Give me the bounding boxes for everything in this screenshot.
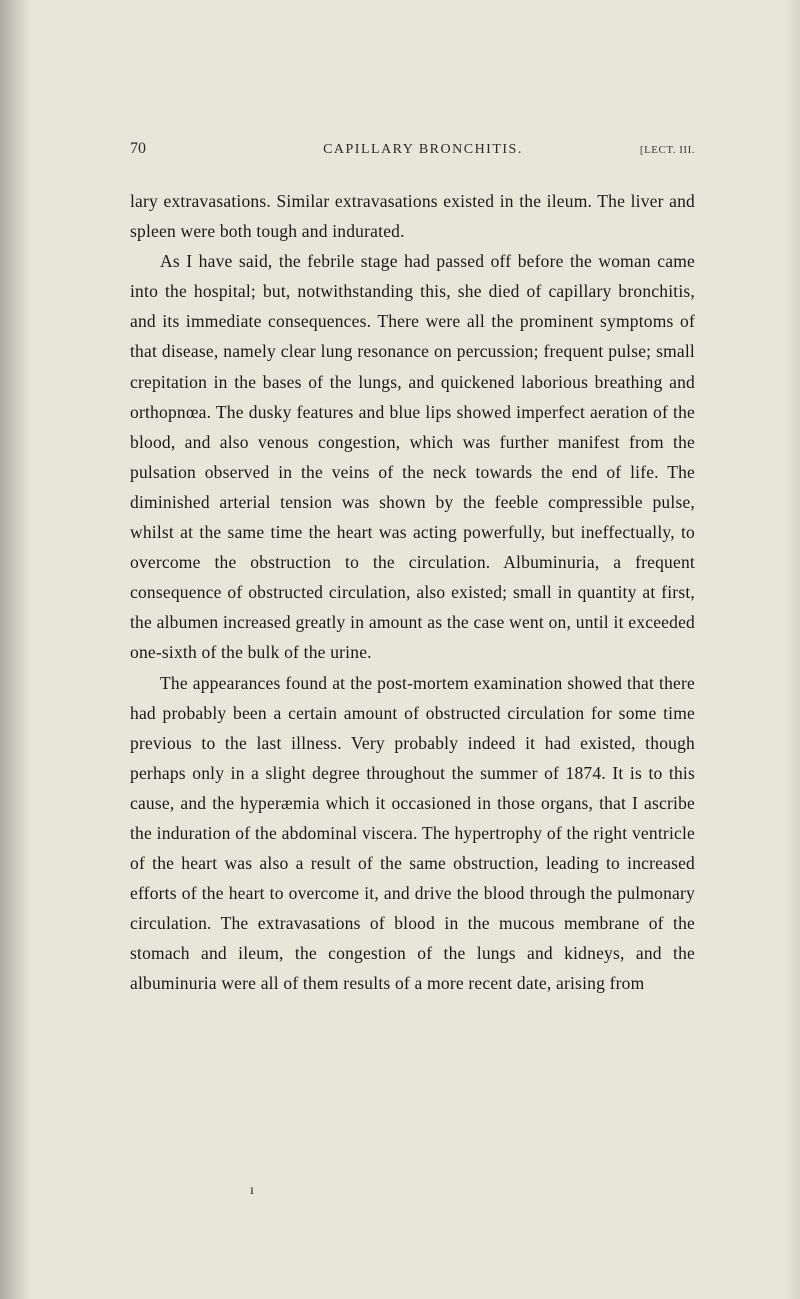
page-content: 70 CAPILLARY BRONCHITIS. [LECT. III. lar… [0, 0, 800, 1299]
tick-mark: ı [250, 1183, 254, 1199]
page-title: CAPILLARY BRONCHITIS. [146, 142, 640, 158]
page-header: 70 CAPILLARY BRONCHITIS. [LECT. III. [130, 140, 695, 158]
page-number: 70 [130, 140, 146, 158]
paragraph-3: The appearances found at the post-mortem… [130, 668, 695, 999]
paragraph-2: As I have said, the febrile stage had pa… [130, 246, 695, 667]
paragraph-1: lary extravasations. Similar extravasati… [130, 186, 695, 246]
body-text: lary extravasations. Similar extravasati… [130, 186, 695, 999]
lecture-marker: [LECT. III. [640, 144, 695, 156]
